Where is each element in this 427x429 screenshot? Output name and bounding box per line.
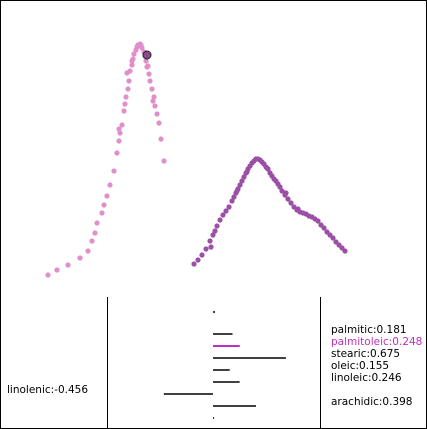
scatter-point-light: [116, 126, 122, 132]
label-stearic: stearic:0.675: [331, 348, 401, 360]
scatter-point-dark: [229, 198, 235, 204]
scatter-plot[interactable]: [1, 1, 426, 297]
scatter-point-light: [45, 272, 51, 278]
scatter-point-dark: [207, 238, 213, 244]
scatter-point-light: [92, 230, 98, 236]
scatter-point-dark: [279, 188, 285, 194]
scatter-point-dark: [231, 194, 237, 200]
scatter-point-dark: [234, 188, 240, 194]
scatter-point-dark: [203, 246, 209, 252]
scatter-point-light: [146, 71, 152, 77]
scatter-point-dark: [191, 261, 197, 267]
scatter-point-dark: [315, 218, 321, 224]
scatter-point-dark: [212, 228, 218, 234]
scatter-point-light: [151, 94, 157, 100]
label-oleic: oleic:0.155: [331, 360, 390, 372]
scatter-point-light: [156, 120, 162, 126]
scatter-point-light: [129, 58, 135, 64]
scatter-point-dark: [285, 196, 291, 202]
scatter-point-light: [158, 136, 164, 142]
scatter-point-light: [139, 45, 145, 51]
scatter-point-light: [121, 108, 127, 114]
scatter-point-light: [129, 62, 135, 68]
scatter-point-light: [125, 86, 131, 92]
scatter-point-dark: [342, 248, 348, 254]
scatter-point-dark: [330, 235, 336, 241]
scatter-point-dark: [220, 212, 226, 218]
scatter-point-light: [124, 70, 130, 76]
label-arachidic: arachidic:0.398: [331, 396, 413, 408]
scatter-point-light: [111, 168, 117, 174]
scatter-point-light: [152, 103, 158, 109]
scatter-point-light: [154, 111, 160, 117]
scatter-point-dark: [195, 257, 201, 263]
scatter-point-light: [77, 255, 83, 261]
scatter-point-light: [117, 130, 123, 136]
selected-point-marker[interactable]: [142, 50, 152, 60]
scatter-point-dark: [241, 174, 247, 180]
scatter-point-dark: [264, 165, 270, 171]
scatter-point-dark: [208, 244, 214, 250]
scatter-point-dark: [217, 217, 223, 223]
scatter-point-dark: [239, 178, 245, 184]
scatter-point-light: [123, 94, 129, 100]
scatter-point-dark: [244, 169, 250, 175]
scatter-point-light: [143, 58, 149, 64]
scatter-point-dark: [237, 182, 243, 188]
label-palmitic: palmitic:0.181: [331, 324, 407, 336]
scatter-point-light: [101, 202, 107, 208]
scatter-point-light: [150, 98, 156, 104]
scatter-point-light: [147, 78, 153, 84]
scatter-point-light: [126, 78, 132, 84]
label-linoleic: linoleic:0.246: [331, 372, 402, 384]
scatter-point-light: [119, 122, 125, 128]
scatter-point-light: [85, 248, 91, 254]
label-linolenic: linolenic:-0.456: [7, 384, 89, 396]
scatter-point-light: [114, 150, 120, 156]
label-palmitoleic[interactable]: palmitoleic:0.248: [331, 336, 423, 348]
scatter-point-dark: [214, 223, 220, 229]
scatter-point-light: [65, 262, 71, 268]
left-divider: [107, 297, 108, 428]
scatter-point-light: [89, 238, 95, 244]
scatter-point-dark: [288, 200, 294, 206]
scatter-point-dark: [210, 232, 216, 238]
scatter-point-light: [145, 63, 151, 69]
scatter-point-light: [149, 86, 155, 92]
scatter-point-dark: [283, 190, 289, 196]
scatter-point-light: [94, 220, 100, 226]
scatter-point-dark: [199, 252, 205, 258]
scatter-point-light: [122, 101, 128, 107]
scatter-point-light: [116, 138, 122, 144]
scatter-point-dark: [321, 225, 327, 231]
scatter-point-dark: [295, 206, 301, 212]
scatter-point-light: [131, 51, 137, 57]
scatter-point-light: [107, 182, 113, 188]
scatter-point-dark: [277, 184, 283, 190]
right-divider: [320, 297, 321, 428]
scatter-point-light: [54, 267, 60, 273]
scatter-point-light: [99, 210, 105, 216]
scatter-point-dark: [226, 204, 232, 210]
scatter-point-light: [161, 158, 167, 164]
scatter-point-dark: [223, 208, 229, 214]
scatter-point-light: [104, 193, 110, 199]
